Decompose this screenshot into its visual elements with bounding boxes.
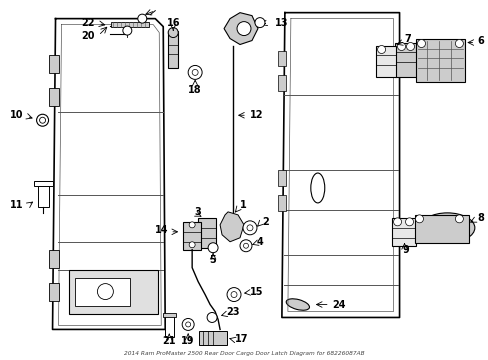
Circle shape bbox=[208, 243, 218, 253]
Circle shape bbox=[237, 22, 250, 36]
Ellipse shape bbox=[419, 213, 474, 243]
Circle shape bbox=[185, 322, 190, 327]
Bar bbox=[68, 270, 158, 315]
Circle shape bbox=[192, 69, 198, 75]
Text: 16: 16 bbox=[166, 18, 180, 28]
Bar bbox=[165, 315, 174, 337]
Text: 3: 3 bbox=[194, 207, 201, 217]
Circle shape bbox=[230, 292, 237, 298]
Circle shape bbox=[97, 284, 113, 300]
Bar bbox=[414, 215, 468, 243]
Circle shape bbox=[207, 312, 217, 323]
Circle shape bbox=[243, 221, 256, 235]
Bar bbox=[277, 195, 285, 211]
Circle shape bbox=[226, 288, 241, 302]
Ellipse shape bbox=[310, 173, 324, 203]
Bar bbox=[277, 170, 285, 186]
Bar bbox=[394, 42, 416, 77]
Text: 22: 22 bbox=[81, 18, 95, 28]
Circle shape bbox=[189, 222, 195, 228]
Bar bbox=[375, 45, 395, 77]
Circle shape bbox=[240, 240, 251, 252]
Circle shape bbox=[393, 218, 401, 226]
Bar bbox=[75, 278, 130, 306]
Bar bbox=[38, 185, 48, 207]
Bar bbox=[48, 88, 59, 106]
Circle shape bbox=[415, 215, 423, 223]
Text: 6: 6 bbox=[476, 36, 483, 46]
Text: 1: 1 bbox=[239, 200, 246, 210]
Bar bbox=[183, 222, 201, 250]
Text: 11: 11 bbox=[10, 200, 23, 210]
Text: 18: 18 bbox=[188, 85, 202, 95]
Text: 17: 17 bbox=[235, 334, 248, 345]
Bar bbox=[277, 75, 285, 91]
Text: 24: 24 bbox=[331, 300, 345, 310]
Bar bbox=[415, 39, 465, 82]
Bar bbox=[277, 50, 285, 67]
Text: 13: 13 bbox=[274, 18, 288, 28]
Bar bbox=[48, 250, 59, 268]
Bar bbox=[199, 332, 226, 345]
Circle shape bbox=[182, 319, 194, 330]
Bar bbox=[48, 55, 59, 73]
Bar bbox=[34, 181, 52, 186]
Circle shape bbox=[188, 66, 202, 80]
Text: 2: 2 bbox=[262, 217, 268, 227]
Text: 8: 8 bbox=[476, 213, 483, 223]
Circle shape bbox=[397, 42, 405, 50]
Text: 19: 19 bbox=[181, 336, 195, 346]
Bar bbox=[111, 22, 149, 27]
Text: 14: 14 bbox=[154, 225, 168, 235]
Bar bbox=[48, 283, 59, 301]
Circle shape bbox=[377, 45, 385, 54]
Circle shape bbox=[122, 26, 132, 35]
Circle shape bbox=[37, 114, 48, 126]
Text: 12: 12 bbox=[249, 110, 263, 120]
Polygon shape bbox=[220, 212, 244, 242]
Polygon shape bbox=[224, 13, 258, 45]
Circle shape bbox=[40, 117, 45, 123]
Bar bbox=[168, 31, 178, 68]
Text: 9: 9 bbox=[401, 245, 408, 255]
Circle shape bbox=[454, 40, 463, 48]
Text: 7: 7 bbox=[404, 33, 410, 44]
Circle shape bbox=[243, 243, 248, 248]
Ellipse shape bbox=[285, 299, 309, 310]
Text: 10: 10 bbox=[10, 110, 23, 120]
Circle shape bbox=[168, 28, 178, 37]
Circle shape bbox=[406, 42, 414, 50]
Text: 15: 15 bbox=[249, 287, 263, 297]
Text: 2014 Ram ProMaster 2500 Rear Door Cargo Door Latch Diagram for 68226087AB: 2014 Ram ProMaster 2500 Rear Door Cargo … bbox=[123, 351, 364, 356]
Text: 23: 23 bbox=[225, 307, 239, 318]
Text: 5: 5 bbox=[209, 255, 216, 265]
Bar bbox=[198, 218, 216, 248]
Circle shape bbox=[405, 218, 413, 226]
Circle shape bbox=[454, 215, 463, 223]
Text: 20: 20 bbox=[81, 31, 95, 41]
Bar bbox=[163, 314, 176, 318]
Circle shape bbox=[254, 18, 264, 28]
Text: 4: 4 bbox=[256, 237, 263, 247]
Circle shape bbox=[138, 14, 146, 23]
Circle shape bbox=[246, 225, 252, 231]
Circle shape bbox=[417, 40, 425, 48]
Bar bbox=[391, 218, 415, 246]
Text: 21: 21 bbox=[162, 336, 176, 346]
Circle shape bbox=[189, 242, 195, 248]
